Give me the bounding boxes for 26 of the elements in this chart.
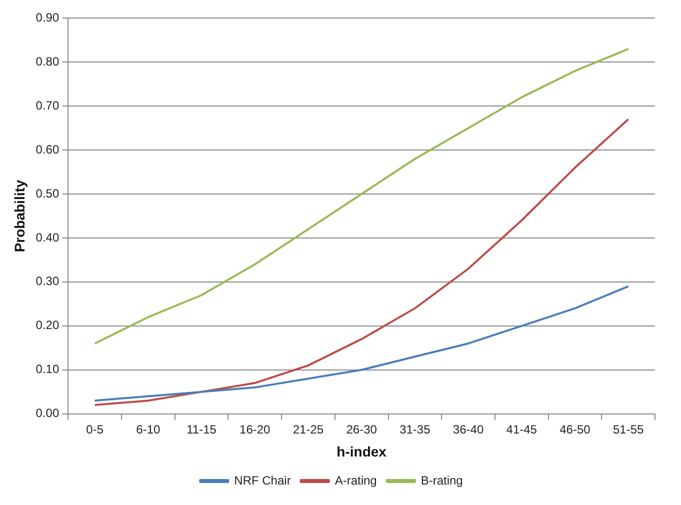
x-tick-label: 6-10 [136,422,161,436]
x-tick-label: 16-20 [240,422,271,436]
y-tick-label: 0.10 [36,362,60,376]
x-tick-label: 51-55 [612,422,644,436]
y-tick-label: 0.90 [36,10,60,25]
x-tick-label: 0-5 [86,422,104,436]
y-axis-title: Probability [11,180,28,252]
x-tick-label: 36-40 [452,422,484,436]
y-tick-label: 0.50 [36,186,60,200]
legend-label: B-rating [420,473,463,488]
y-tick-label: 0.70 [36,98,60,112]
legend-label: NRF Chair [234,473,291,488]
legend-label: A-rating [334,473,377,488]
x-tick-label: 41-45 [506,422,538,436]
y-tick-label: 0.40 [36,230,60,244]
y-tick-label: 0.00 [36,406,60,420]
y-tick-label: 0.20 [36,318,60,332]
x-tick-label: 31-35 [400,422,431,436]
y-tick-label: 0.30 [36,274,60,288]
y-tick-label: 0.80 [36,54,60,68]
x-axis-title: h-index [336,443,387,460]
x-tick-label: 11-15 [186,422,217,436]
y-tick-label: 0.60 [36,142,60,156]
x-tick-label: 46-50 [560,422,591,436]
x-tick-label: 21-25 [292,422,324,436]
x-tick-label: 26-30 [346,422,378,436]
